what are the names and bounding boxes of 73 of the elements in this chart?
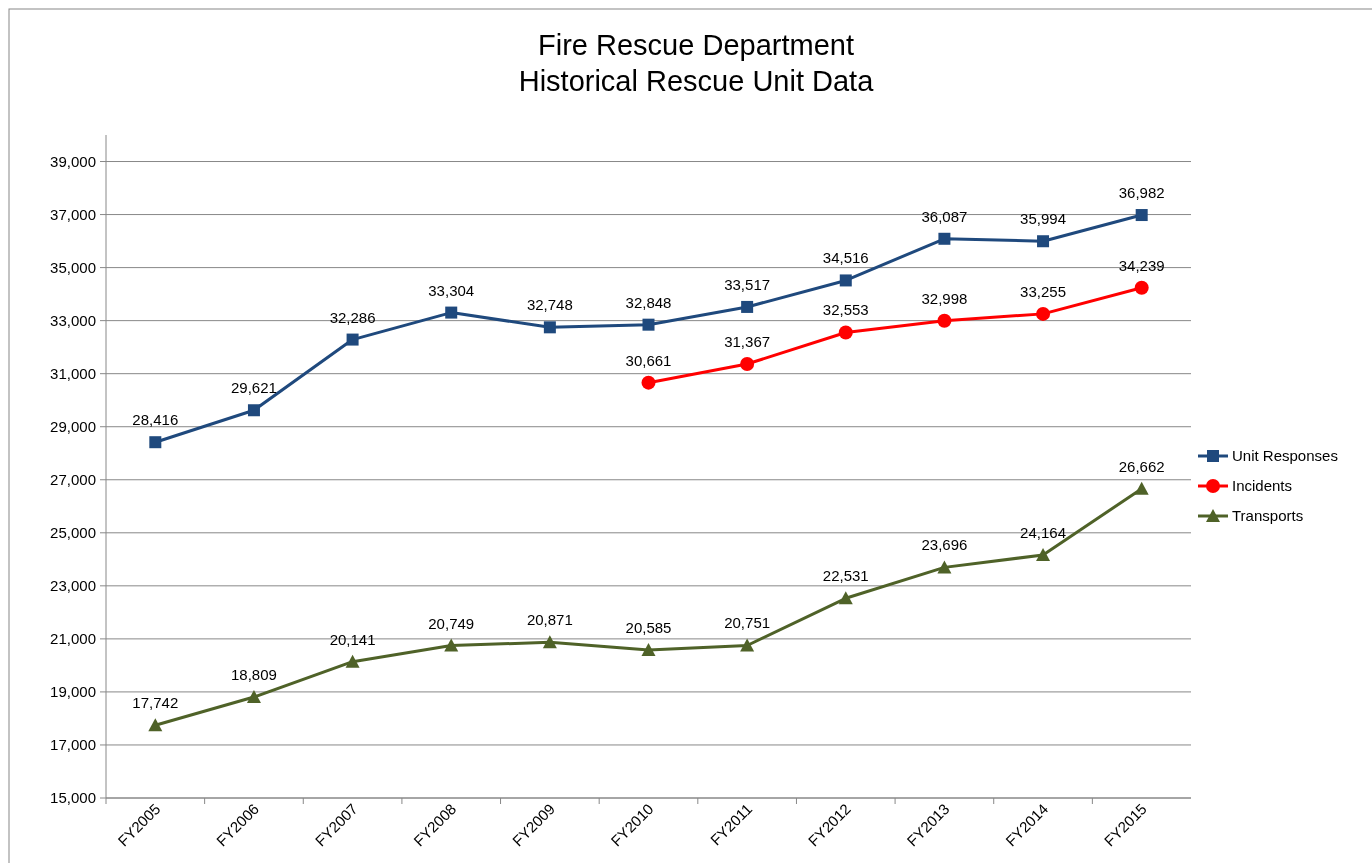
y-tick-label: 27,000 [50,470,96,488]
data-label: 32,848 [625,293,672,311]
data-label: 33,517 [724,275,771,293]
data-label: 18,809 [231,665,277,683]
point [740,356,755,371]
data-label: 34,516 [822,249,869,267]
data-label: 32,553 [822,301,869,319]
legend-label: Incidents [1232,477,1293,494]
y-tick-label: 19,000 [50,682,96,700]
point [148,718,163,732]
data-label: 31,367 [724,332,771,350]
y-tick-label: 17,000 [50,735,96,753]
data-label: 33,304 [428,281,475,299]
point [543,321,556,334]
point [838,325,853,340]
point [445,306,458,319]
data-label: 34,239 [1118,256,1165,274]
data-label: 24,164 [1020,523,1066,541]
legend-label: Transports [1232,507,1304,524]
y-tick-label: 25,000 [50,523,96,541]
point [345,654,360,668]
data-label: 20,141 [329,630,376,648]
point [1037,235,1050,248]
y-tick-label: 37,000 [50,205,96,223]
legend-label: Unit Responses [1232,447,1338,464]
point [641,642,656,656]
point [740,638,755,652]
y-tick-label: 31,000 [50,364,96,382]
data-label: 35,994 [1020,210,1066,228]
data-label: 20,749 [428,614,475,632]
data-label: 32,748 [526,296,573,314]
y-tick-label: 35,000 [50,258,96,276]
data-label: 20,871 [526,611,573,629]
point [1036,547,1051,561]
point [149,436,162,449]
point [542,635,557,649]
data-label: 30,661 [625,351,672,369]
data-label: 26,662 [1118,457,1165,475]
data-label: 36,982 [1118,184,1165,202]
point [444,638,459,652]
data-label: 33,255 [1020,282,1066,300]
point [642,318,655,331]
point [741,300,754,313]
point [937,313,952,328]
point [938,232,951,245]
data-label: 20,585 [625,618,672,636]
data-label: 20,751 [724,614,771,632]
point [839,274,852,287]
data-label: 32,286 [329,308,376,326]
point [641,375,656,390]
point [1036,306,1051,321]
y-tick-label: 21,000 [50,629,96,647]
data-label: 36,087 [921,207,968,225]
point [346,333,359,346]
data-label: 23,696 [921,536,968,554]
data-label: 29,621 [231,379,277,397]
point [246,689,261,703]
point [937,560,952,574]
point [1134,481,1149,495]
chart-title: Fire Rescue Department Historical Rescue Unit Data [518,29,875,97]
point [1135,209,1148,222]
point [838,591,853,605]
point [1134,280,1149,295]
data-label: 32,998 [921,289,968,307]
data-label: 28,416 [132,411,179,429]
data-label: 17,742 [132,694,179,712]
y-tick-label: 29,000 [50,417,96,435]
y-tick-label: 33,000 [50,311,96,329]
data-label: 22,531 [822,567,869,585]
y-tick-label: 15,000 [50,789,96,806]
y-tick-label: 23,000 [50,576,96,594]
point [247,404,260,417]
y-tick-label: 39,000 [50,152,96,170]
